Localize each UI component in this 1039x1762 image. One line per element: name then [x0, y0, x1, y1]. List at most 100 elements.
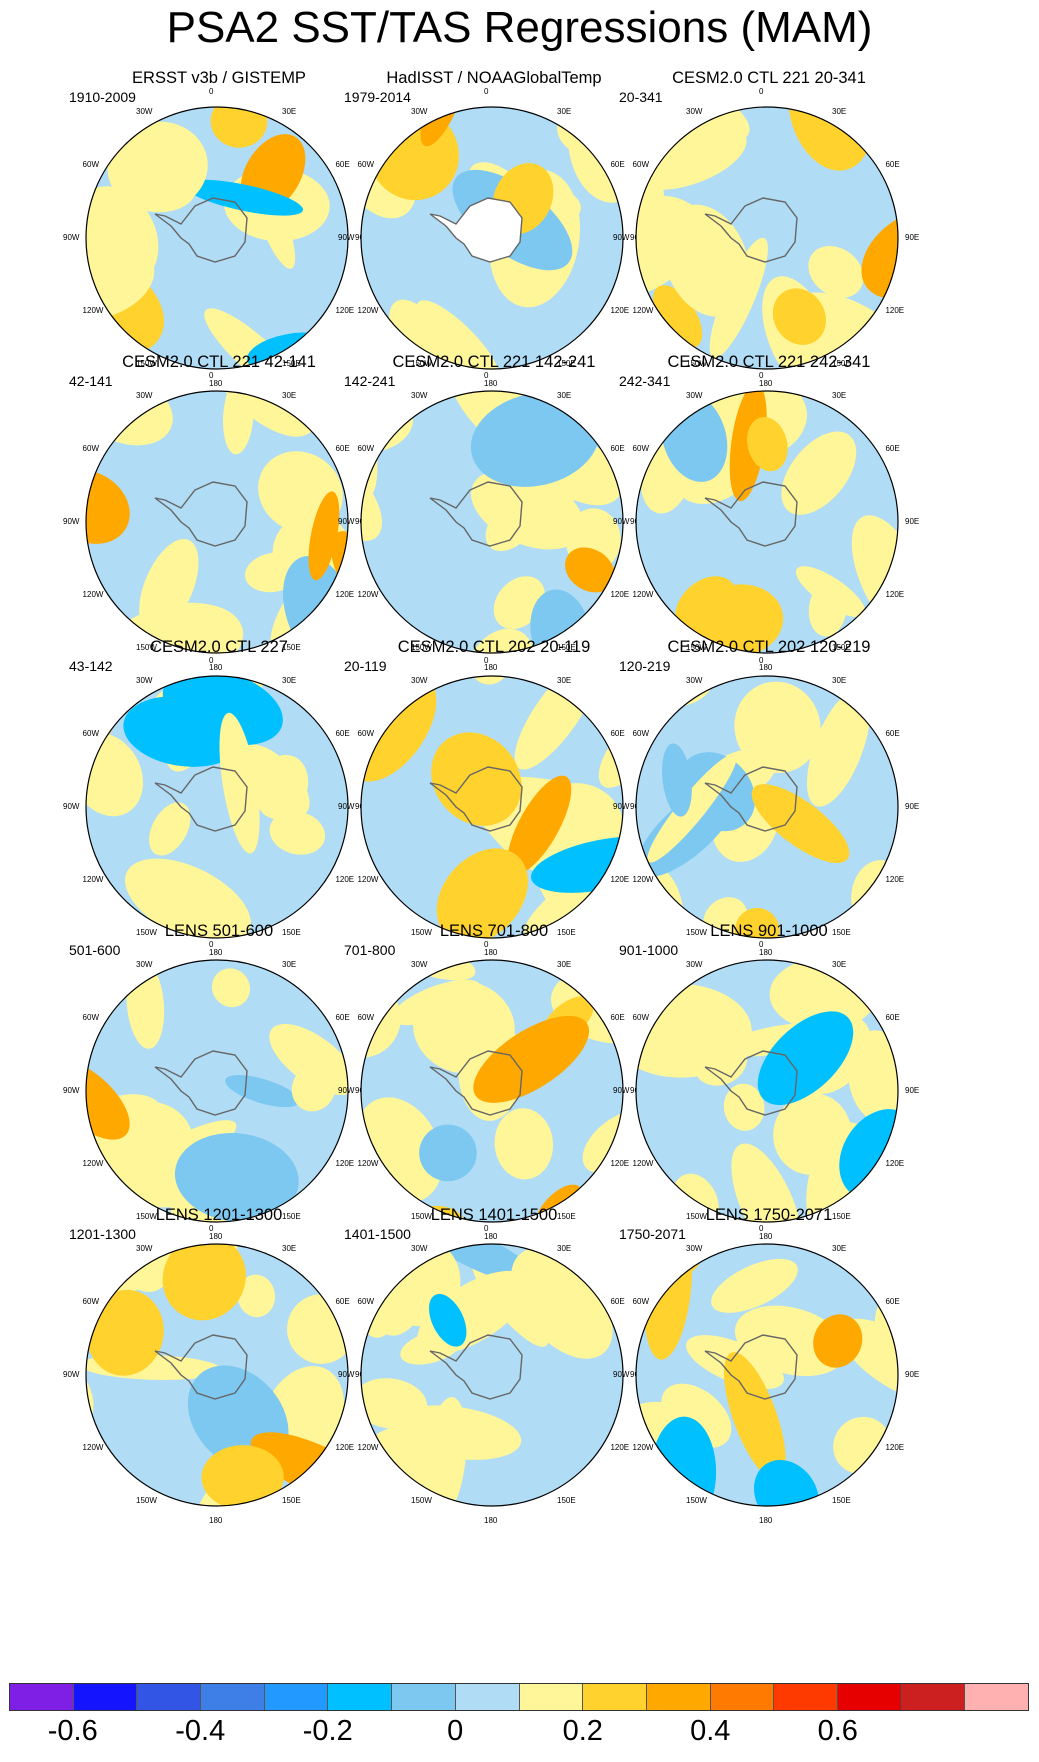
antarctica-coastline [154, 1050, 248, 1116]
longitude-label: 0 [759, 87, 764, 96]
longitude-label: 180 [484, 379, 498, 388]
anomaly-contour [162, 676, 283, 746]
anomaly-contour [254, 754, 309, 820]
longitude-label: 150E [282, 643, 301, 653]
longitude-label: 60E [335, 444, 350, 453]
longitude-label: 90E [905, 517, 920, 526]
longitude-label: 30E [557, 675, 572, 685]
longitude-label: 30E [557, 1243, 572, 1253]
longitude-label: 30E [557, 106, 572, 116]
polar-map [360, 390, 624, 654]
longitude-label: 120E [335, 875, 355, 884]
anomaly-contour [839, 1109, 898, 1200]
longitude-label: 30E [557, 959, 572, 969]
panel-year-range: 701-800 [344, 942, 396, 958]
panel-title: LENS 901-1000 [710, 922, 828, 940]
longitude-label: 120E [610, 875, 630, 884]
longitude-label: 60W [632, 444, 649, 453]
longitude-label: 30W [411, 675, 428, 685]
longitude-label: 90W [613, 1370, 630, 1379]
longitude-label: 60E [335, 729, 350, 738]
anomaly-contour [531, 836, 623, 893]
antarctica-coastline [704, 1334, 798, 1400]
longitude-label: 60E [885, 444, 900, 453]
longitude-label: 90E [905, 233, 920, 242]
longitude-label: 90E [905, 802, 920, 811]
map-panel: LENS 701-800701-800030E60E90E120E150E180… [334, 921, 654, 1241]
anomaly-contour [839, 1318, 898, 1402]
longitude-label: 120W [632, 590, 654, 599]
anomaly-contour [813, 1314, 863, 1368]
colorbar-tick-label: -0.4 [175, 1715, 226, 1747]
longitude-label: 180 [209, 1516, 223, 1525]
panel-title: CESM2.0 CTL 221 42-141 [122, 353, 316, 371]
antarctica-coastline [154, 197, 248, 263]
map-boundary [85, 959, 349, 1223]
longitude-label: 120E [335, 1443, 355, 1452]
panel-title: CESM2.0 CTL 202 20-119 [397, 638, 591, 656]
panel-year-range: 1910-2009 [69, 89, 136, 105]
longitude-label: 0 [759, 656, 764, 665]
anomaly-contour [225, 1075, 300, 1108]
longitude-label: 30W [136, 106, 153, 116]
longitude-label: 150E [832, 643, 851, 653]
map-panel: LENS 901-1000 901-1000 0 30E 60E 90E 120E 150E 1… [609, 921, 929, 1241]
longitude-label: 0 [209, 940, 214, 949]
map-boundary [85, 106, 349, 370]
longitude-label: 180 [484, 663, 498, 672]
longitude-label: 120W [632, 306, 654, 315]
longitude-label: 90W [338, 1370, 355, 1379]
longitude-label: 120E [610, 1159, 630, 1168]
antarctica-coastline [429, 1334, 523, 1400]
anomaly-contour [470, 392, 600, 487]
anomaly-contour [86, 245, 155, 320]
anomaly-contour [494, 1108, 554, 1180]
colorbar-swatch [73, 1684, 138, 1710]
longitude-label: 150W [411, 1496, 432, 1506]
anomaly-contour [269, 811, 326, 855]
longitude-label: 150E [282, 928, 301, 938]
longitude-label: 30E [832, 1243, 847, 1253]
longitude-label: 120W [357, 1443, 379, 1452]
colorbar-swatch [710, 1684, 775, 1710]
panel-title: ERSST v3b / GISTEMP [132, 69, 306, 87]
map-boundary [635, 1243, 899, 1507]
longitude-label: 0 [484, 940, 489, 949]
longitude-label: 30W [411, 959, 428, 969]
map-panel: CESM2.0 CTL 221 20-341 20-341 0 30E 60E 90E 12… [609, 68, 929, 388]
anomaly-contour [466, 628, 535, 653]
anomaly-contour [107, 121, 208, 212]
anomaly-contour [662, 204, 750, 317]
longitude-label: 60W [82, 1013, 99, 1022]
anomaly-contour [861, 209, 898, 299]
longitude-label: 30W [411, 1243, 428, 1253]
polar-map [635, 106, 899, 370]
map-panel: CESM2.0 CTL 221 42-14142-141030E60E90E12… [59, 352, 379, 672]
longitude-label: 0 [484, 87, 489, 96]
map-boundary [360, 390, 624, 654]
panel-title: LENS 1401-1500 [430, 1206, 558, 1224]
colorbar-tick-label: -0.2 [302, 1715, 353, 1747]
longitude-label: 150E [557, 359, 576, 369]
anomaly-contour [291, 1064, 336, 1112]
longitude-label: 30W [686, 106, 703, 116]
longitude-label: 30E [832, 959, 847, 969]
colorbar-swatch [264, 1684, 329, 1710]
map-boundary [85, 1243, 349, 1507]
longitude-label: 180 [759, 663, 773, 672]
longitude-label: 30W [136, 1243, 153, 1253]
colorbar-swatch [10, 1684, 74, 1710]
longitude-label: 60W [632, 160, 649, 169]
anomaly-contour [662, 743, 692, 817]
longitude-label: 60W [632, 729, 649, 738]
longitude-label: 120W [82, 590, 104, 599]
longitude-label: 60E [335, 1297, 350, 1306]
anomaly-contour [507, 775, 572, 875]
polar-map [85, 675, 349, 939]
longitude-label: 30E [282, 675, 297, 685]
longitude-label: 120W [632, 1159, 654, 1168]
longitude-label: 90W [338, 1086, 355, 1095]
panel-year-range: 1201-1300 [69, 1226, 136, 1242]
longitude-label: 120E [885, 875, 905, 884]
anomaly-contour [139, 538, 199, 634]
